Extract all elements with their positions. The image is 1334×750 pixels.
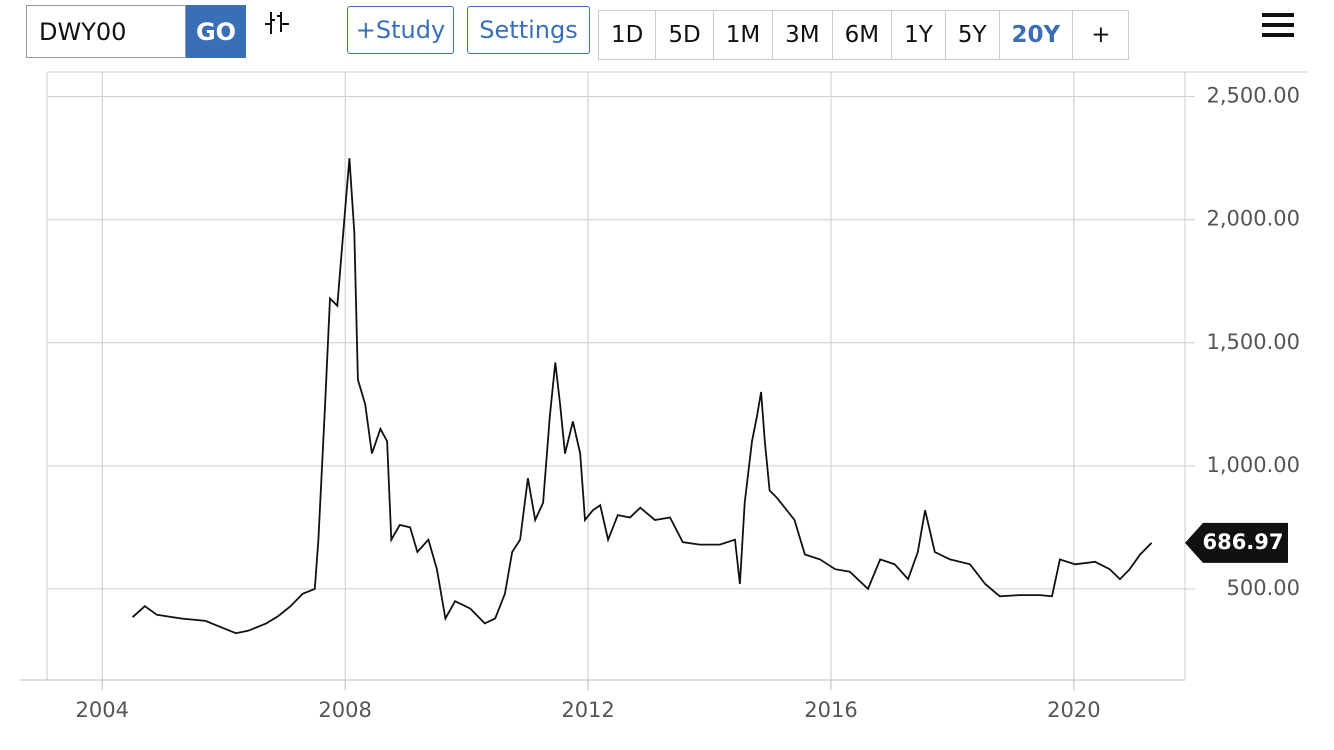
range-button[interactable]: 3M xyxy=(773,11,833,59)
current-value-tag xyxy=(1185,522,1288,563)
x-tick-label: 2008 xyxy=(318,698,371,722)
range-button[interactable]: 5D xyxy=(656,11,714,59)
range-button[interactable]: 1Y xyxy=(892,11,946,59)
x-tick-label: 2012 xyxy=(561,698,614,722)
range-button[interactable]: 6M xyxy=(833,11,893,59)
menu-icon[interactable] xyxy=(1262,12,1294,38)
study-button[interactable]: +Study xyxy=(347,6,454,54)
y-tick-label: 1,000.00 xyxy=(1206,453,1300,477)
x-tick-label: 2004 xyxy=(76,698,129,722)
range-button[interactable]: 1D xyxy=(599,11,657,59)
range-button[interactable]: 1M xyxy=(714,11,774,59)
range-button[interactable]: + xyxy=(1091,22,1111,48)
y-tick-label: 2,500.00 xyxy=(1206,84,1300,108)
range-selector: 1D 5D 1M 3M 6M 1Y 5Y 20Y + xyxy=(598,10,1130,60)
x-tick-label: 2016 xyxy=(804,698,857,722)
price-line xyxy=(131,158,1153,635)
y-tick-label: 500.00 xyxy=(1227,576,1300,600)
settings-button[interactable]: Settings xyxy=(467,6,590,54)
go-button[interactable]: GO xyxy=(186,5,246,58)
y-tick-label: 1,500.00 xyxy=(1206,330,1300,354)
chart-style-icon[interactable] xyxy=(262,8,292,38)
current-value-label: 686.97 xyxy=(1202,530,1283,554)
symbol-input[interactable]: DWY00 xyxy=(26,5,186,58)
range-button[interactable]: 20Y xyxy=(1000,11,1074,59)
x-tick-label: 2020 xyxy=(1047,698,1100,722)
range-button[interactable]: 5Y xyxy=(946,11,1000,59)
y-tick-label: 2,000.00 xyxy=(1206,207,1300,231)
